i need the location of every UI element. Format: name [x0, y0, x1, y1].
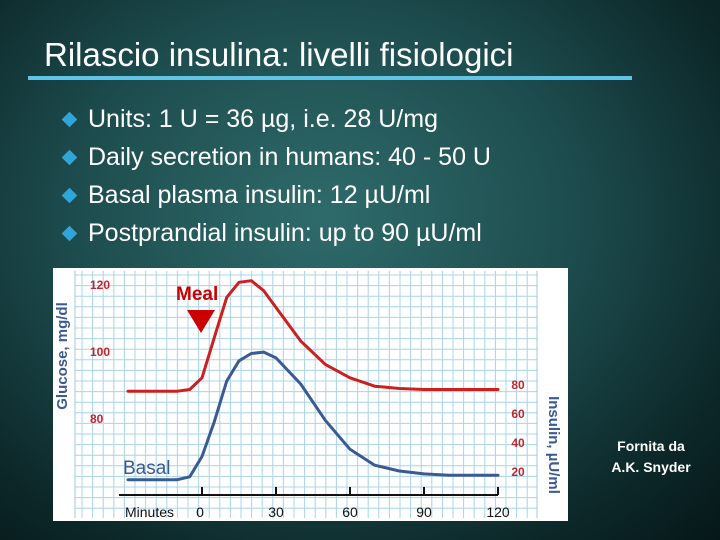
bullet-text: Units: 1 U = 36 µg, i.e. 28 U/mg — [88, 105, 438, 133]
chart-series — [126, 279, 500, 482]
meal-marker-triangle-icon — [187, 310, 215, 333]
chart-panel: 0 30 60 90 120 80 100 120 20 40 60 80 Minutes Meal Ba… — [53, 268, 568, 521]
diamond-bullet-icon — [61, 187, 78, 204]
right-y-tick-label: 20 — [511, 465, 525, 479]
x-tick-label: 120 — [486, 504, 510, 520]
x-tick-label: 0 — [196, 504, 204, 520]
bullet-item-basal-insulin: Basal plasma insulin: 12 µU/ml — [61, 176, 491, 214]
bullet-item-daily-secretion: Daily secretion in humans: 40 - 50 U — [61, 138, 491, 176]
chart-axes — [74, 271, 538, 518]
chart-labels: Minutes Meal Basal Glucose, mg/dl Insulin, µ… — [54, 284, 562, 520]
bullet-item-postprandial-insulin: Postprandial insulin: up to 90 µU/ml — [61, 214, 491, 252]
credit-line-1: Fornita da — [617, 438, 685, 454]
meal-annotation: Meal — [176, 284, 218, 305]
left-y-tick-label: 80 — [90, 412, 104, 426]
left-y-tick-label: 100 — [90, 345, 110, 359]
x-tick-label: 60 — [342, 504, 358, 520]
bullet-text: Postprandial insulin: up to 90 µU/ml — [88, 219, 482, 247]
right-y-tick-label: 60 — [511, 407, 525, 421]
bullet-text: Daily secretion in humans: 40 - 50 U — [88, 143, 491, 171]
credit-note: Fornita da A.K. Snyder — [586, 436, 716, 478]
chart-ticks: 0 30 60 90 120 80 100 120 20 40 60 80 — [90, 278, 525, 520]
diamond-bullet-icon — [61, 225, 78, 242]
left-y-tick-label: 120 — [90, 278, 110, 292]
bullet-list: Units: 1 U = 36 µg, i.e. 28 U/mg Daily s… — [61, 100, 491, 252]
bullet-text: Basal plasma insulin: 12 µU/ml — [88, 181, 431, 209]
right-y-axis-label: Insulin, µU/ml — [545, 396, 562, 494]
glucose-insulin-chart: 0 30 60 90 120 80 100 120 20 40 60 80 Minutes Meal Ba… — [54, 271, 562, 520]
insulin-series-line — [126, 350, 500, 482]
x-tick-label: 90 — [416, 504, 432, 520]
slide-title: Rilascio insulina: livelli fisiologici — [44, 36, 514, 73]
bullet-item-units: Units: 1 U = 36 µg, i.e. 28 U/mg — [61, 100, 491, 138]
credit-line-2: A.K. Snyder — [611, 459, 691, 475]
x-axis-label: Minutes — [125, 504, 174, 520]
diamond-bullet-icon — [61, 149, 78, 166]
glucose-series-line — [126, 279, 500, 393]
x-tick-label: 30 — [268, 504, 284, 520]
basal-annotation: Basal — [123, 458, 171, 479]
right-y-tick-label: 80 — [511, 378, 525, 392]
diamond-bullet-icon — [61, 111, 78, 128]
title-underline — [28, 76, 632, 80]
right-y-tick-label: 40 — [511, 436, 525, 450]
left-y-axis-label: Glucose, mg/dl — [54, 302, 71, 410]
